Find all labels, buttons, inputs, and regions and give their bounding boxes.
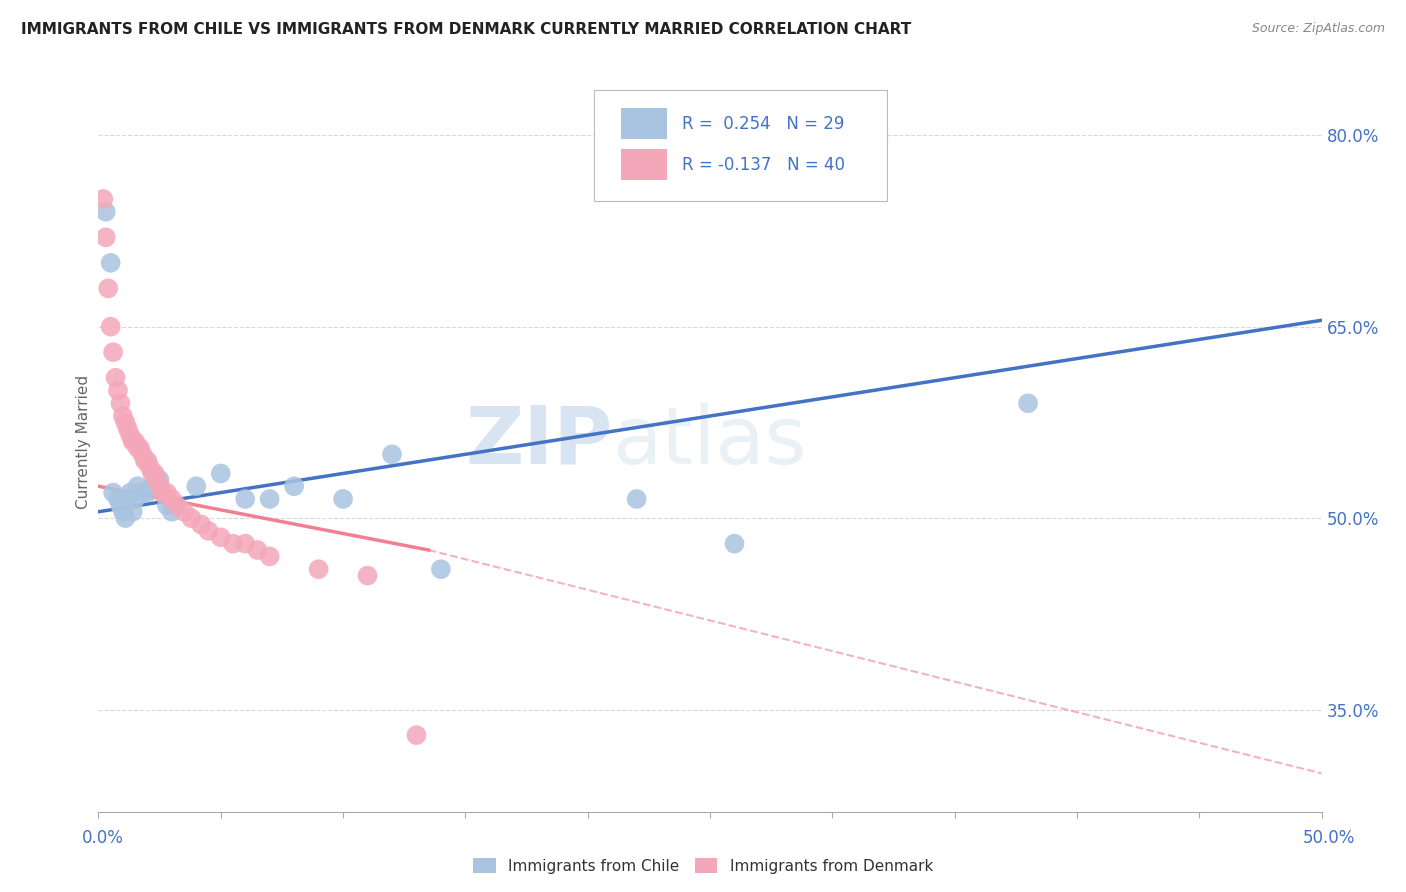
Point [120, 428, 142, 442]
Point [1017, 396, 1039, 410]
Point [120, 485, 142, 500]
Point [111, 505, 134, 519]
Point [110, 396, 132, 410]
Point [110, 499, 132, 513]
Text: R = -0.137   N = 40: R = -0.137 N = 40 [682, 155, 845, 174]
Point [180, 511, 202, 525]
Point [166, 499, 188, 513]
Point [356, 568, 378, 582]
Point [114, 511, 136, 525]
Point [117, 491, 139, 506]
Point [91, 192, 114, 206]
Point [143, 467, 166, 481]
Point [114, 416, 136, 430]
Point [107, 491, 129, 506]
Point [131, 447, 153, 461]
Point [101, 345, 124, 359]
Point [332, 491, 354, 506]
Point [124, 434, 146, 449]
Point [173, 505, 195, 519]
FancyBboxPatch shape [620, 109, 668, 139]
Point [141, 479, 163, 493]
Point [121, 434, 143, 449]
Point [100, 256, 122, 270]
Point [107, 384, 129, 398]
Point [723, 536, 745, 550]
Legend: Immigrants from Chile, Immigrants from Denmark: Immigrants from Chile, Immigrants from D… [467, 852, 939, 880]
Text: IMMIGRANTS FROM CHILE VS IMMIGRANTS FROM DENMARK CURRENTLY MARRIED CORRELATION C: IMMIGRANTS FROM CHILE VS IMMIGRANTS FROM… [21, 22, 911, 37]
Point [94, 204, 117, 219]
Point [222, 536, 245, 550]
Text: ZIP: ZIP [465, 402, 612, 481]
Text: Source: ZipAtlas.com: Source: ZipAtlas.com [1251, 22, 1385, 36]
Point [626, 491, 648, 506]
Point [104, 370, 127, 384]
Point [134, 453, 156, 467]
Point [259, 491, 281, 506]
Y-axis label: Currently Married: Currently Married [76, 375, 91, 508]
Point [149, 479, 172, 493]
Point [131, 485, 153, 500]
Point [209, 467, 232, 481]
Point [160, 505, 183, 519]
Point [146, 473, 169, 487]
Point [308, 562, 330, 576]
Point [136, 485, 159, 500]
Point [149, 473, 172, 487]
Point [129, 441, 152, 455]
Point [381, 447, 404, 461]
Point [283, 479, 305, 493]
Point [111, 409, 134, 423]
Point [127, 479, 149, 493]
Text: R =  0.254   N = 29: R = 0.254 N = 29 [682, 115, 844, 133]
Point [97, 281, 120, 295]
Point [136, 453, 159, 467]
Point [246, 543, 269, 558]
Point [156, 499, 179, 513]
Point [139, 460, 162, 475]
Point [141, 467, 163, 481]
Point [160, 491, 183, 506]
Point [209, 530, 232, 544]
Point [233, 491, 256, 506]
Point [405, 728, 427, 742]
Point [127, 441, 149, 455]
FancyBboxPatch shape [593, 90, 887, 201]
Point [430, 562, 453, 576]
Point [121, 505, 143, 519]
Text: 50.0%: 50.0% [1302, 829, 1355, 847]
Point [117, 422, 139, 436]
Text: atlas: atlas [612, 402, 807, 481]
Point [124, 491, 146, 506]
Point [259, 549, 281, 564]
Point [100, 319, 122, 334]
FancyBboxPatch shape [620, 149, 668, 180]
Point [190, 517, 212, 532]
Point [101, 485, 124, 500]
Point [156, 485, 179, 500]
Point [94, 230, 117, 244]
Point [150, 485, 173, 500]
Point [186, 479, 208, 493]
Point [233, 536, 256, 550]
Point [197, 524, 219, 538]
Text: 0.0%: 0.0% [82, 829, 124, 847]
